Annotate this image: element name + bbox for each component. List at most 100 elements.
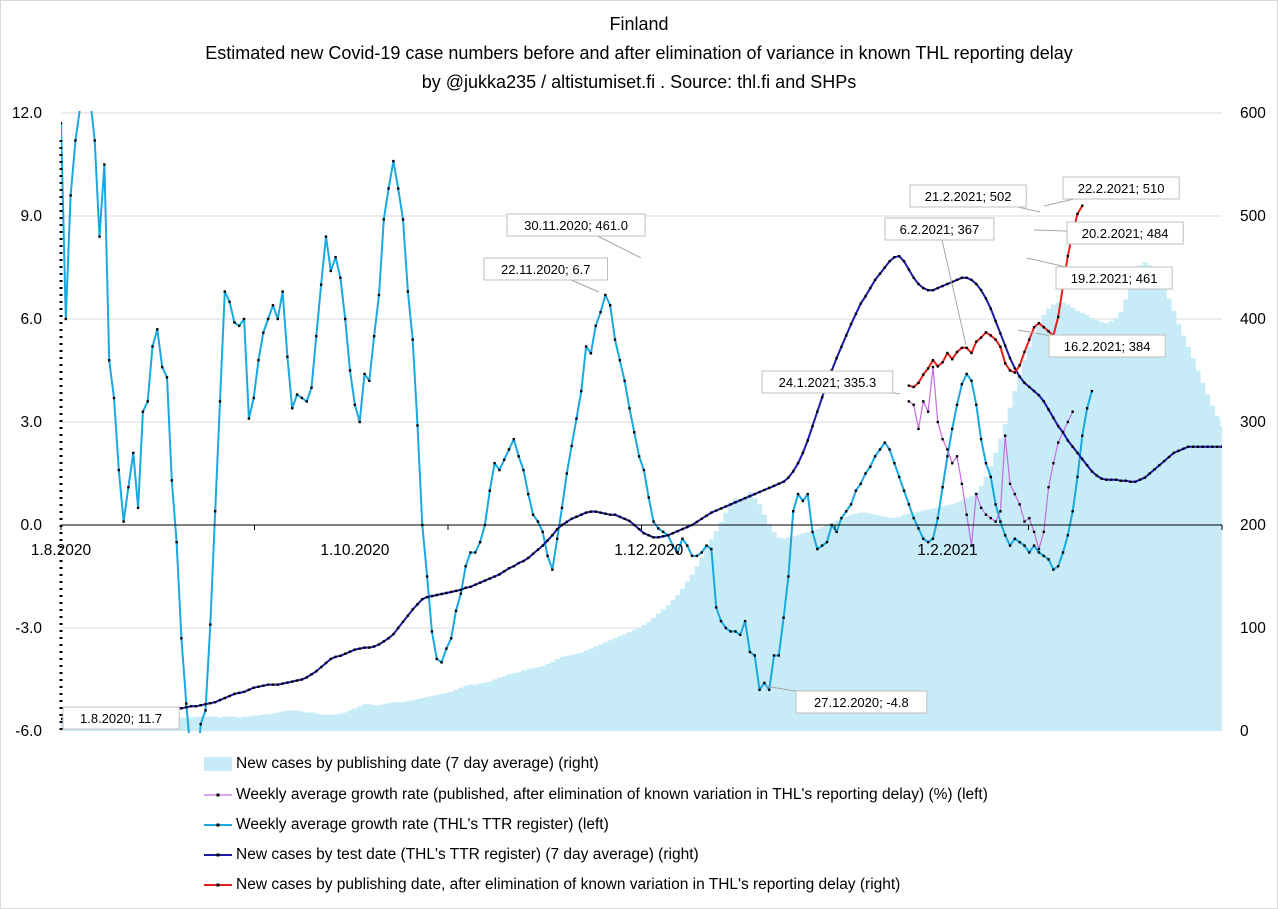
data-point <box>657 536 660 539</box>
data-point <box>686 525 689 529</box>
bar <box>602 642 609 731</box>
data-point <box>946 448 949 451</box>
bar <box>448 691 454 731</box>
bar <box>506 674 512 731</box>
data-point <box>536 520 540 523</box>
annotation-leader <box>938 228 967 346</box>
data-point <box>1004 434 1007 437</box>
data-point <box>445 647 448 650</box>
data-point <box>989 307 992 310</box>
data-point <box>695 520 699 524</box>
data-point <box>941 284 944 288</box>
data-point <box>300 396 304 400</box>
bar <box>598 644 604 731</box>
bar <box>622 634 628 731</box>
annotation-box <box>1062 176 1180 200</box>
data-point <box>358 420 361 424</box>
bar <box>800 533 806 731</box>
bar <box>882 516 888 731</box>
bar <box>1108 321 1114 731</box>
data-point <box>64 317 68 321</box>
legend-label: New cases by test date (THL's TTR regist… <box>236 846 699 863</box>
bar <box>376 705 382 731</box>
bar <box>256 715 262 731</box>
data-point <box>483 579 487 582</box>
data-point <box>387 637 390 640</box>
bar <box>983 476 989 731</box>
data-point <box>1162 459 1166 463</box>
data-point <box>1153 468 1156 471</box>
data-point <box>1008 356 1012 360</box>
bar <box>236 717 242 731</box>
bar <box>675 595 681 731</box>
bar <box>641 624 647 731</box>
annotation-box <box>62 706 180 730</box>
data-point <box>512 437 516 441</box>
legend-line-swatch <box>204 853 232 857</box>
data-point <box>61 122 63 125</box>
data-point <box>286 681 289 684</box>
data-point <box>1037 321 1041 325</box>
annotation-box <box>909 184 1027 208</box>
data-point <box>907 503 911 506</box>
data-point <box>594 510 597 513</box>
data-point <box>1226 446 1228 448</box>
data-point <box>319 665 323 669</box>
bar <box>670 600 676 731</box>
data-point <box>816 547 819 551</box>
data-point <box>199 704 202 707</box>
bar <box>386 703 392 731</box>
bar <box>834 520 840 731</box>
data-point <box>796 492 800 496</box>
data-point <box>324 235 328 238</box>
data-point <box>127 486 130 489</box>
data-point <box>397 187 400 190</box>
bar <box>646 621 652 731</box>
data-point <box>951 462 954 465</box>
annotation-label: 21.2.2021; 502 <box>925 189 1012 204</box>
legend-label: Weekly average growth rate (THL's TTR re… <box>236 816 609 833</box>
data-point <box>416 424 419 427</box>
bar <box>501 676 507 731</box>
data-point <box>739 499 742 502</box>
data-point <box>329 269 332 273</box>
data-point <box>888 260 891 263</box>
data-point <box>965 372 968 376</box>
data-point <box>714 606 718 609</box>
bar <box>1036 324 1042 731</box>
data-point <box>291 680 294 683</box>
data-point <box>931 359 935 362</box>
data-point <box>1201 445 1204 448</box>
legend-line-swatch <box>204 883 232 887</box>
data-point <box>300 678 304 681</box>
data-point <box>382 218 385 221</box>
data-point <box>551 534 554 537</box>
bar <box>521 670 527 731</box>
data-point <box>864 295 867 298</box>
data-point <box>835 356 838 360</box>
data-point <box>1259 439 1261 441</box>
bar <box>892 517 898 731</box>
bar <box>814 529 821 731</box>
data-point <box>955 403 959 407</box>
data-point <box>811 530 814 534</box>
data-point <box>1047 408 1050 411</box>
bar <box>318 714 324 731</box>
data-point <box>98 235 101 238</box>
y-right-tick-label: 300 <box>1240 414 1266 431</box>
bar <box>1099 322 1105 731</box>
bar <box>439 693 445 731</box>
data-point <box>946 282 949 286</box>
bar <box>959 500 965 731</box>
bar <box>535 667 541 731</box>
data-point <box>859 302 862 305</box>
bar <box>839 518 845 731</box>
data-point <box>238 324 241 328</box>
data-point <box>252 686 255 689</box>
bar <box>227 716 233 731</box>
data-point <box>580 513 583 516</box>
data-point <box>1004 344 1007 347</box>
data-point <box>705 514 708 517</box>
data-point <box>281 682 284 685</box>
data-point <box>907 384 911 387</box>
